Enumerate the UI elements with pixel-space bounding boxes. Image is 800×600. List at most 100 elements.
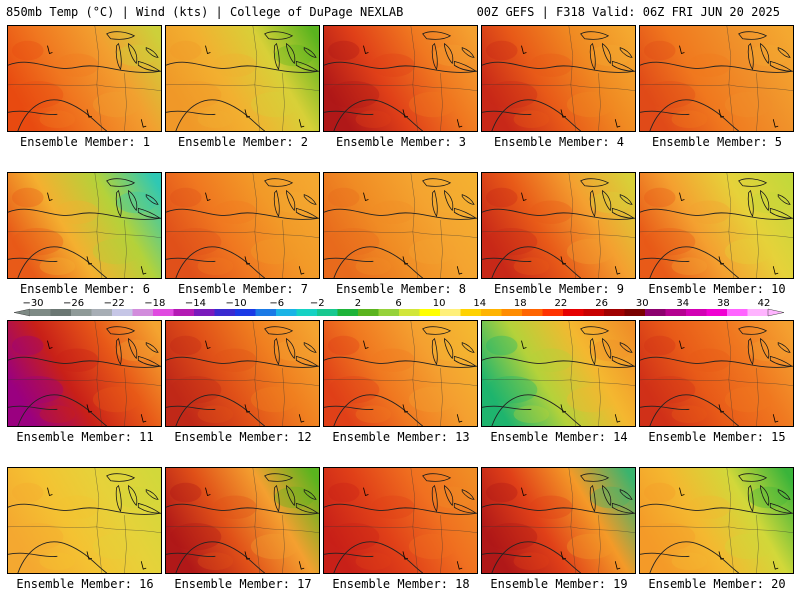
state-border — [482, 231, 571, 233]
wind-barb — [140, 119, 147, 128]
state-border — [640, 526, 729, 528]
height-contour — [333, 394, 423, 426]
wind-barb — [47, 340, 53, 349]
great-lakes-outline — [777, 489, 791, 500]
wind-barb — [205, 192, 211, 201]
wind-barb — [614, 414, 621, 423]
colorbar-swatch — [214, 309, 236, 316]
wind-barb — [772, 561, 779, 570]
temperature-shading-blob — [371, 348, 415, 373]
ensemble-member-map — [639, 172, 794, 279]
temperature-field — [324, 173, 477, 278]
temperature-field — [640, 468, 793, 573]
temperature-shading-blob — [513, 257, 550, 276]
temperature-shading-blob — [671, 257, 708, 276]
wind-barb — [244, 551, 251, 560]
great-lakes-outline — [273, 189, 280, 218]
colorbar-tick-label: 30 — [636, 298, 649, 309]
height-contour — [482, 503, 635, 515]
colorbar-swatch — [419, 309, 441, 316]
wind-barb — [402, 256, 409, 265]
ensemble-member-map — [165, 467, 320, 574]
temperature-shading-blob — [671, 405, 708, 424]
colorbar-swatch — [706, 309, 728, 316]
great-lakes-outline — [444, 337, 454, 360]
ensemble-member-label: Ensemble Member: 15 — [648, 430, 786, 444]
ensemble-member-map — [323, 172, 478, 279]
great-lakes-outline — [431, 189, 438, 218]
height-contour — [333, 99, 423, 131]
wind-barb — [86, 551, 93, 560]
temperature-field — [166, 468, 319, 573]
ensemble-member-map — [481, 467, 636, 574]
temperature-shading-blob — [485, 227, 538, 256]
great-lakes-outline — [145, 194, 159, 205]
temperature-shading-blob — [197, 552, 234, 571]
colorbar-swatch — [112, 309, 133, 316]
state-border — [254, 84, 319, 92]
model-run-info: 00Z GEFS | F318 Valid: 06Z FRI JUN 20 20… — [476, 5, 780, 19]
great-lakes-outline — [602, 337, 612, 360]
temperature-shading-blob — [169, 482, 202, 503]
state-border — [568, 468, 577, 573]
colorbar-swatch — [30, 309, 51, 316]
wind-barb — [86, 109, 93, 118]
great-lakes-outline — [589, 337, 596, 366]
colorbar-tick-label: −14 — [185, 298, 206, 309]
height-contour — [324, 208, 477, 220]
height-contour — [640, 208, 793, 220]
state-border — [96, 526, 161, 534]
height-contour — [175, 246, 265, 278]
colorbar-swatch — [481, 309, 502, 316]
temperature-shading-blob — [529, 53, 573, 78]
temperature-shading-blob — [485, 40, 518, 61]
height-contour — [482, 208, 635, 220]
colorbar-tick-label: 34 — [676, 298, 689, 309]
temperature-shading-blob — [643, 187, 676, 208]
great-lakes-outline — [760, 484, 770, 507]
great-lakes-outline — [128, 337, 138, 360]
state-border — [8, 84, 97, 86]
height-contour — [491, 246, 581, 278]
state-border — [482, 526, 571, 528]
temperature-shading-blob — [485, 522, 538, 551]
great-lakes-outline — [738, 31, 768, 40]
height-contour — [491, 541, 581, 573]
state-border — [598, 220, 601, 278]
wind-barb — [772, 119, 779, 128]
wind-barb — [772, 414, 779, 423]
ensemble-member-label: Ensemble Member: 7 — [177, 282, 309, 296]
colorbar-swatch — [235, 309, 256, 316]
great-lakes-outline — [431, 337, 438, 366]
temperature-shading-blob — [529, 200, 573, 225]
height-contour — [17, 541, 107, 573]
height-contour — [17, 246, 107, 278]
state-border — [166, 84, 255, 86]
wind-barb — [244, 256, 251, 265]
temperature-field — [482, 321, 635, 426]
colorbar-swatch — [727, 309, 748, 316]
state-border — [412, 526, 477, 534]
wind-barb — [140, 561, 147, 570]
temperature-shading-blob — [513, 110, 550, 129]
temperature-shading-blob — [213, 348, 257, 373]
height-contour — [17, 394, 107, 426]
great-lakes-outline — [273, 42, 280, 71]
colorbar-tick-label: −6 — [269, 298, 284, 309]
temperature-shading-blob — [250, 386, 299, 413]
temperature-field — [482, 26, 635, 131]
height-contour — [8, 208, 161, 220]
temperature-shading-blob — [213, 200, 257, 225]
state-border — [728, 231, 793, 239]
ensemble-member-map — [323, 320, 478, 427]
temperature-shading-blob — [327, 40, 360, 61]
temperature-colorbar: −30 −26 −22 −18 −14 −10 −6 −2 2 6 10 14 18 22 26 30 34 38… — [0, 296, 800, 320]
temperature-shading-blob — [408, 238, 457, 265]
wind-barb — [614, 266, 621, 275]
state-border — [252, 321, 261, 426]
great-lakes-outline — [145, 489, 159, 500]
great-lakes-outline — [286, 484, 296, 507]
colorbar-arrow-high — [767, 308, 785, 317]
great-lakes-outline — [106, 326, 136, 335]
ensemble-member-map — [323, 467, 478, 574]
